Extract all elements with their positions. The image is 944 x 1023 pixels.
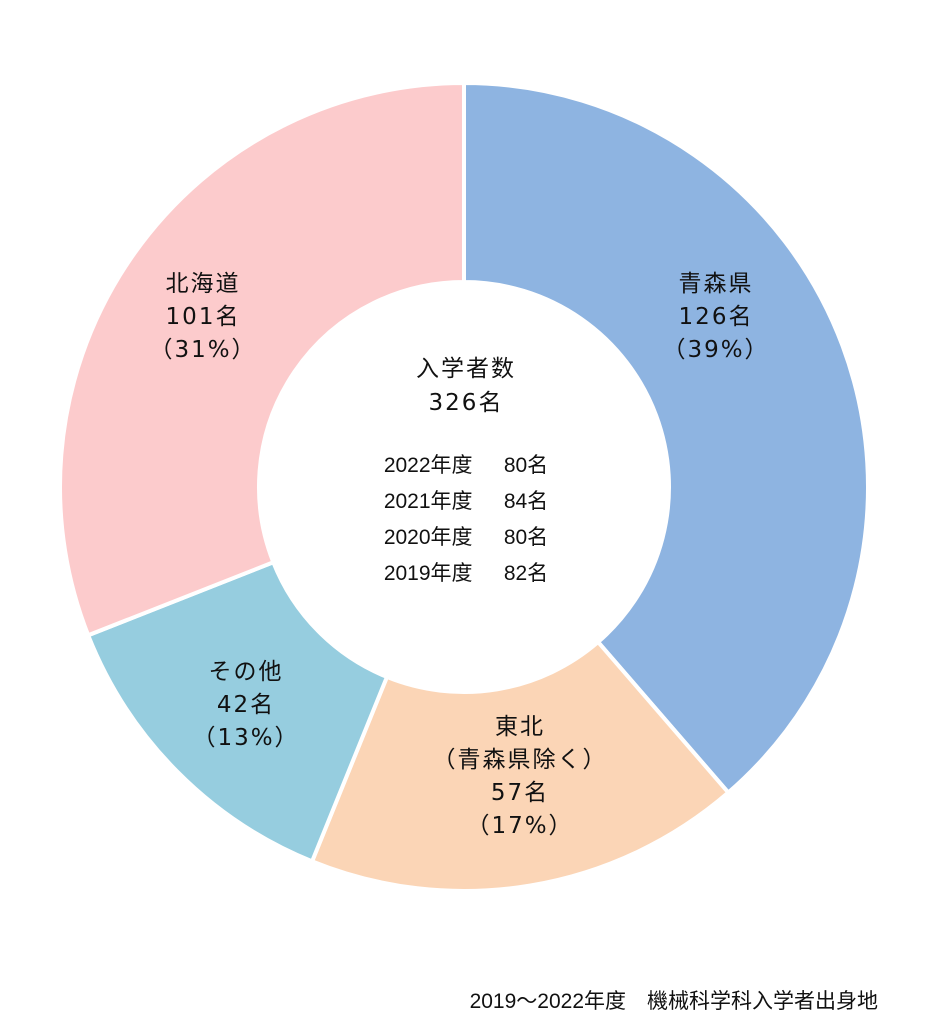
slice-percent: （39%） [662,337,770,363]
slice-count: 57名 [490,780,550,806]
year-row: 2020年度 80名 [384,520,548,556]
slice-sub: （青森県除く） [432,747,608,773]
slice-name: その他 [208,659,284,685]
slice-hokkaido [58,80,466,638]
year-row: 2019年度 82名 [384,556,548,592]
year-value: 80名 [503,454,549,477]
chart-caption: 2019～2022年度 機械科学科入学者出身地 [469,990,878,1013]
slice-count: 101名 [165,304,241,330]
slice-label-hokkaido: 北海道 101名 （31%） [149,268,256,367]
year-value: 84名 [503,490,549,513]
slice-percent: （13%） [192,725,300,751]
slice-other [85,559,390,864]
slice-tohoku [309,639,732,893]
year-value: 80名 [503,526,549,549]
slice-name: 青森県 [678,271,754,297]
year-label: 2022年度 [383,454,473,477]
center-total: 326名 [428,390,504,416]
slice-aomori [462,80,870,796]
year-label: 2021年度 [383,490,473,513]
year-row: 2022年度 80名 [384,448,548,484]
slice-count: 126名 [678,304,754,330]
year-value: 82名 [503,562,549,585]
slice-name: 東北 [495,714,545,740]
slice-label-aomori: 青森県 126名 （39%） [662,268,769,367]
year-row: 2021年度 84名 [384,484,548,520]
slice-percent: （17%） [466,813,574,839]
center-title: 入学者数 [415,356,516,382]
slice-count: 42名 [216,692,276,718]
year-list: 2022年度 80名 2021年度 84名 2020年度 80名 2019年度 … [384,448,548,592]
year-label: 2020年度 [383,526,473,549]
slice-label-other: その他 42名 （13%） [192,656,299,755]
center-summary: 入学者数 326名 2022年度 80名 2021年度 84名 2020年度 8… [384,352,548,592]
slice-percent: （31%） [149,337,257,363]
slice-label-tohoku: 東北 （青森県除く） 57名 （17%） [433,711,608,843]
slice-name: 北海道 [165,271,241,297]
year-label: 2019年度 [383,562,473,585]
